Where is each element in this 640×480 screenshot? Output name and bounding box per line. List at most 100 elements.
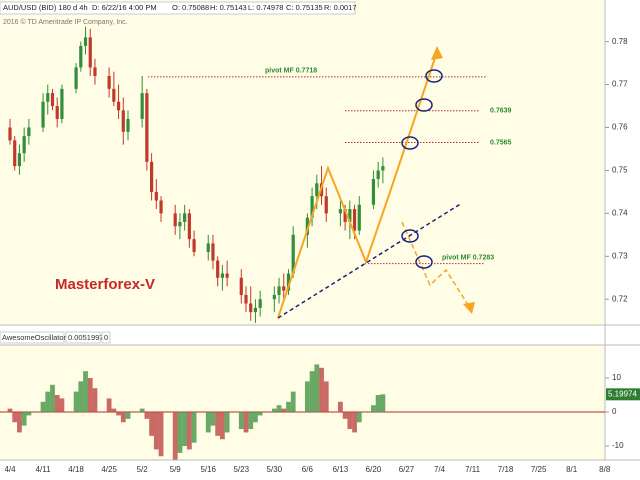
indicator-box <box>0 331 65 344</box>
candle-body <box>79 45 83 68</box>
candle-body <box>159 200 163 214</box>
indicator-readout: 0 <box>104 333 108 342</box>
bar <box>356 412 362 423</box>
bar <box>120 412 126 423</box>
candle-body <box>116 101 121 111</box>
x-tick-label: 4/25 <box>101 465 117 474</box>
bar <box>17 412 22 433</box>
bar <box>371 405 376 413</box>
level-label: 0.7639 <box>490 108 512 115</box>
x-tick-label: 4/4 <box>4 465 16 474</box>
bar <box>158 412 164 457</box>
candle-body <box>192 239 196 253</box>
bar <box>314 364 320 413</box>
candle-body <box>381 166 385 171</box>
candle-body <box>324 196 328 214</box>
x-tick-label: 4/11 <box>36 465 52 474</box>
bar <box>144 412 150 419</box>
candle-body <box>277 286 281 295</box>
indicator-readout: 0.0051997 <box>68 333 103 342</box>
candle-body <box>244 294 248 304</box>
current-value: 5.19974 <box>608 389 637 398</box>
arrow-head <box>431 46 443 60</box>
candle-body <box>352 209 357 231</box>
candle-body <box>22 136 26 154</box>
bar <box>286 401 291 413</box>
bar <box>83 371 88 413</box>
bar <box>342 412 348 419</box>
y-tick-label: -10 <box>612 441 624 450</box>
bar <box>73 391 79 413</box>
open: O: 0.75088 <box>172 3 209 12</box>
candle-body <box>126 118 130 132</box>
bar <box>238 412 244 430</box>
bar <box>248 412 254 430</box>
bar <box>26 412 32 416</box>
candle-body <box>187 213 191 240</box>
y-tick-label: 0.75 <box>612 166 628 175</box>
y-tick-label: 0.78 <box>612 37 628 46</box>
y-tick-label: 0.72 <box>612 294 628 303</box>
candle-body <box>282 286 286 291</box>
marker-ellipse <box>415 255 433 269</box>
bar <box>125 412 131 419</box>
bar <box>347 412 353 430</box>
bar <box>243 412 249 433</box>
bar <box>290 391 296 413</box>
level-label: 0.7565 <box>490 139 512 146</box>
bar <box>253 412 258 423</box>
candle-body <box>286 273 291 291</box>
bar <box>205 412 211 433</box>
candle-body <box>220 273 224 278</box>
candle-body <box>272 294 276 300</box>
bar <box>276 405 282 413</box>
x-tick-label: 6/20 <box>366 465 382 474</box>
candle-body <box>13 140 17 167</box>
bar <box>116 412 121 416</box>
y-tick-label: 0.73 <box>612 251 628 260</box>
price-panel <box>0 0 605 325</box>
candle-body <box>60 88 64 119</box>
header-bar <box>0 1 356 15</box>
candle-body <box>225 273 229 278</box>
level-label: pivot MF 0.7283 <box>442 254 494 261</box>
y-tick-label: 0.74 <box>612 208 628 217</box>
bar <box>87 378 93 413</box>
marker-ellipse <box>401 229 419 243</box>
current-value-box <box>606 388 640 401</box>
level-label: pivot MF 0.7718 <box>265 68 317 75</box>
candle-body <box>291 234 295 274</box>
candle-body <box>183 213 187 222</box>
candle-body <box>150 161 154 192</box>
bar <box>375 395 381 413</box>
x-tick-label: 8/8 <box>599 465 611 474</box>
bar <box>78 381 84 413</box>
marker-ellipse <box>401 136 419 150</box>
x-tick-label: 7/11 <box>465 465 481 474</box>
candle-body <box>112 88 116 102</box>
candle-body <box>55 106 59 119</box>
bar <box>186 412 192 450</box>
bar <box>50 384 55 413</box>
candle-body <box>305 217 309 235</box>
candle-body <box>315 183 319 197</box>
candle-body <box>376 170 380 180</box>
projection-line <box>401 221 471 309</box>
range: R: 0.0017 <box>324 3 357 12</box>
bar <box>210 412 216 426</box>
bar <box>172 412 178 460</box>
bar <box>139 408 145 413</box>
bar <box>153 412 159 450</box>
bar <box>106 398 112 413</box>
candle-body <box>348 209 352 222</box>
y-tick-label: 0.76 <box>612 123 628 132</box>
x-tick-label: 8/1 <box>566 465 578 474</box>
candle-body <box>338 209 342 214</box>
x-tick-label: 7/4 <box>434 465 446 474</box>
oscillator-panel <box>0 345 605 460</box>
candle-body <box>371 179 376 205</box>
candle-body <box>310 196 314 218</box>
bar <box>191 412 197 443</box>
candle-body <box>145 93 149 162</box>
